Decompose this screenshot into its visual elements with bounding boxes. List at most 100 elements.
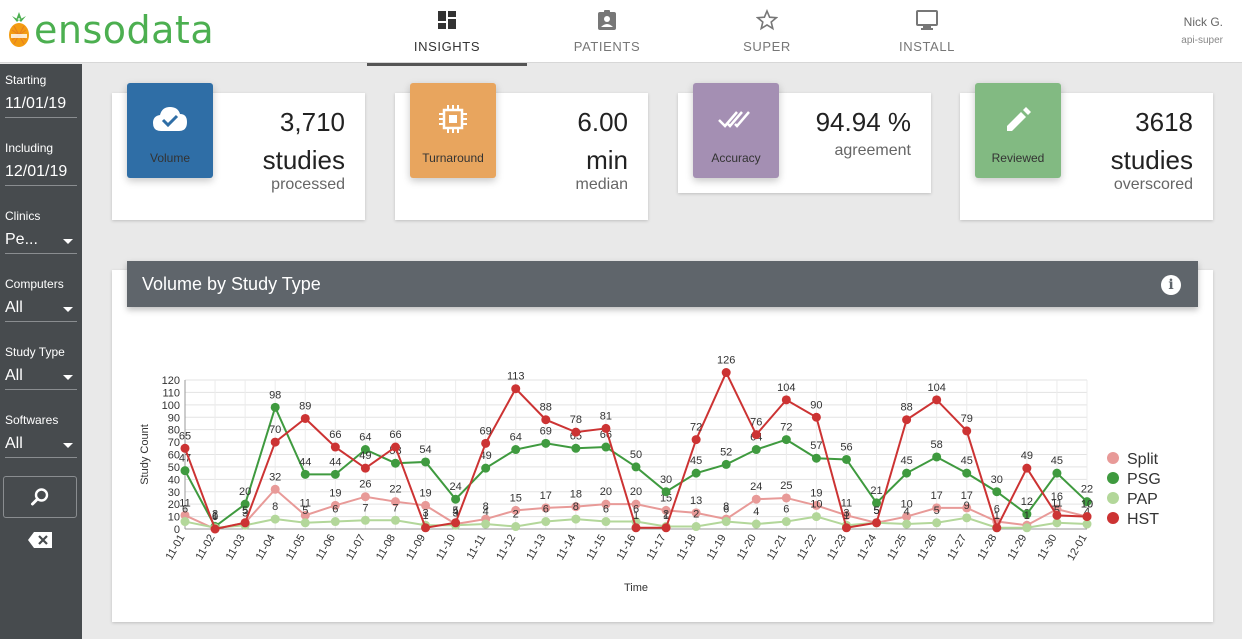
data-point-pap bbox=[781, 517, 791, 527]
x-tick-label: 11-20 bbox=[735, 533, 759, 563]
data-point-split bbox=[421, 500, 431, 510]
data-label-split: 0 bbox=[212, 511, 218, 523]
computers-label: Computers bbox=[5, 277, 64, 291]
data-point-hst bbox=[661, 523, 671, 533]
main-nav: INSIGHTS PATIENTS SUPER INSTALL bbox=[367, 0, 1007, 66]
y-tick-label: 30 bbox=[168, 487, 180, 499]
data-label-pap: 5 bbox=[873, 505, 879, 517]
nav-patients[interactable]: PATIENTS bbox=[527, 0, 687, 63]
data-point-hst bbox=[1052, 510, 1062, 520]
data-label-split: 24 bbox=[750, 481, 762, 493]
data-point-psg bbox=[390, 458, 400, 468]
clear-filters-button[interactable] bbox=[27, 530, 53, 550]
clinics-select[interactable]: Pe... bbox=[5, 231, 77, 254]
data-point-psg bbox=[1022, 509, 1032, 519]
including-date-input[interactable]: 12/01/19 bbox=[5, 163, 77, 186]
data-label-split: 19 bbox=[810, 487, 822, 499]
data-label-hst: 1 bbox=[633, 510, 639, 522]
nav-super[interactable]: SUPER bbox=[687, 0, 847, 63]
legend-label-psg: PSG bbox=[1127, 471, 1161, 488]
data-label-split: 18 bbox=[570, 489, 582, 501]
search-button[interactable] bbox=[3, 476, 77, 518]
accuracy-badge-label: Accuracy bbox=[711, 151, 761, 165]
y-tick-label: 0 bbox=[174, 524, 180, 536]
data-point-split bbox=[932, 503, 942, 513]
softwares-label: Softwares bbox=[5, 413, 59, 427]
nav-install[interactable]: INSTALL bbox=[847, 0, 1007, 63]
data-point-psg bbox=[300, 469, 310, 479]
reviewed-card: Reviewed 3618 studies overscored bbox=[960, 83, 1213, 220]
data-point-hst bbox=[240, 518, 250, 528]
data-point-psg bbox=[661, 487, 671, 497]
data-point-hst bbox=[932, 395, 942, 405]
user-menu[interactable]: Nick G. api-super bbox=[1181, 15, 1223, 46]
computers-select[interactable]: All bbox=[5, 299, 77, 322]
data-point-hst bbox=[601, 423, 611, 433]
data-point-psg bbox=[751, 445, 761, 455]
x-tick-label: 11-12 bbox=[494, 533, 518, 563]
data-label-pap: 6 bbox=[543, 504, 549, 516]
data-label-psg: 64 bbox=[510, 432, 522, 444]
data-point-hst bbox=[811, 412, 821, 422]
turnaround-unit: min bbox=[586, 145, 628, 175]
data-label-psg: 22 bbox=[1081, 484, 1093, 496]
nav-insights-label: INSIGHTS bbox=[413, 39, 481, 54]
reviewed-text: 3618 studies overscored bbox=[1111, 107, 1193, 195]
nav-insights[interactable]: INSIGHTS bbox=[367, 0, 527, 66]
info-icon[interactable]: i bbox=[1161, 275, 1181, 295]
data-label-pap: 7 bbox=[362, 502, 368, 514]
data-point-hst bbox=[511, 384, 521, 394]
data-label-psg: 45 bbox=[961, 455, 973, 467]
data-label-psg: 44 bbox=[329, 456, 341, 468]
x-tick-label: 11-14 bbox=[554, 533, 578, 563]
data-label-hst: 90 bbox=[810, 399, 822, 411]
data-point-split bbox=[330, 500, 340, 510]
x-tick-label: 11-24 bbox=[855, 533, 879, 563]
data-label-psg: 69 bbox=[540, 425, 552, 437]
turnaround-badge-label: Turnaround bbox=[422, 151, 484, 165]
data-label-pap: 6 bbox=[603, 504, 609, 516]
data-label-hst: 113 bbox=[507, 371, 525, 383]
softwares-select[interactable]: All bbox=[5, 435, 77, 458]
data-point-hst bbox=[451, 518, 461, 528]
x-tick-label: 11-11 bbox=[465, 533, 489, 562]
turnaround-sub: median bbox=[575, 176, 628, 193]
x-tick-label: 11-27 bbox=[945, 533, 969, 563]
data-point-split bbox=[511, 505, 521, 515]
data-label-hst: 49 bbox=[1021, 450, 1033, 462]
data-label-pap: 3 bbox=[242, 507, 248, 519]
x-tick-label: 11-18 bbox=[675, 533, 699, 563]
data-point-split bbox=[781, 493, 791, 503]
data-point-hst bbox=[300, 413, 310, 423]
data-label-psg: 2 bbox=[212, 509, 218, 521]
double-check-icon bbox=[717, 103, 755, 135]
star-icon bbox=[756, 9, 778, 31]
x-tick-label: 11-03 bbox=[224, 533, 248, 563]
backspace-icon bbox=[28, 532, 52, 548]
data-label-psg: 50 bbox=[630, 449, 642, 461]
study-type-select[interactable]: All bbox=[5, 367, 77, 390]
volume-badge: Volume bbox=[127, 83, 213, 178]
starting-filter: Starting 11/01/19 bbox=[0, 73, 82, 118]
logo[interactable]: ensodata bbox=[6, 6, 214, 54]
volume-unit: studies bbox=[262, 145, 345, 175]
data-label-hst: 66 bbox=[329, 429, 341, 441]
chart-title: Volume by Study Type bbox=[142, 274, 321, 294]
starting-date-input[interactable]: 11/01/19 bbox=[5, 95, 77, 118]
data-point-split bbox=[691, 508, 701, 518]
legend-label-pap: PAP bbox=[1127, 491, 1158, 508]
data-point-psg bbox=[511, 445, 521, 455]
data-point-psg bbox=[631, 462, 641, 472]
y-tick-label: 10 bbox=[168, 512, 180, 524]
data-label-pap: 6 bbox=[783, 504, 789, 516]
x-tick-label: 11-22 bbox=[795, 533, 819, 563]
data-label-split: 19 bbox=[419, 487, 431, 499]
data-point-pap bbox=[270, 514, 280, 524]
y-tick-label: 90 bbox=[168, 412, 180, 424]
data-point-hst bbox=[1082, 512, 1092, 522]
y-tick-label: 100 bbox=[162, 400, 180, 412]
data-point-psg bbox=[721, 459, 731, 469]
data-label-hst: 5 bbox=[873, 505, 879, 517]
data-label-split: 10 bbox=[900, 499, 912, 511]
